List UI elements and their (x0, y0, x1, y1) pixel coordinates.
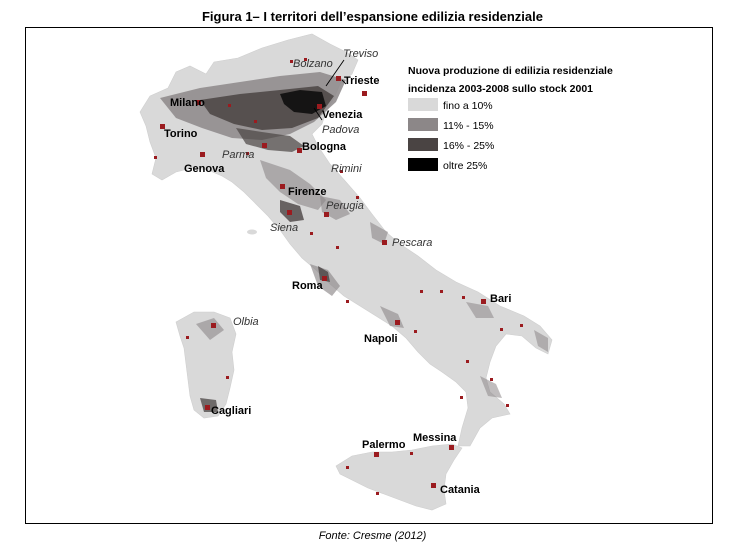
city-label-napoli: Napoli (364, 333, 398, 345)
label-leader-lines (313, 59, 347, 121)
city-label-messina: Messina (413, 432, 457, 444)
city-label-palermo: Palermo (362, 439, 406, 451)
city-label-padova: Padova (322, 124, 359, 136)
city-label-treviso: Treviso (343, 48, 378, 60)
city-label-milano: Milano (170, 97, 205, 109)
legend: Nuova produzione di edilizia residenzial… (408, 65, 613, 172)
legend-label-3: 16% - 25% (443, 140, 494, 152)
city-label-cagliari: Cagliari (211, 405, 251, 417)
city-label-genova: Genova (184, 163, 225, 175)
city-markers (154, 58, 523, 495)
city-label-roma: Roma (292, 280, 323, 292)
sardinia (175, 311, 237, 419)
legend-label-1: fino a 10% (443, 100, 493, 112)
city-label-siena: Siena (270, 222, 298, 234)
legend-swatch-1 (408, 98, 438, 111)
city-label-perugia: Perugia (326, 200, 364, 212)
elba (247, 229, 257, 235)
city-label-bologna: Bologna (302, 141, 347, 153)
legend-title-line2: incidenza 2003-2008 sullo stock 2001 (408, 83, 593, 95)
legend-label-4: oltre 25% (443, 160, 487, 172)
legend-swatch-4 (408, 158, 438, 171)
city-label-parma: Parma (222, 149, 254, 161)
legend-swatch-2 (408, 118, 438, 131)
city-label-trieste: Trieste (344, 75, 379, 87)
figure-source: Fonte: Cresme (2012) (318, 530, 427, 542)
city-label-rimini: Rimini (331, 163, 362, 175)
city-label-pescara: Pescara (392, 237, 432, 249)
city-label-olbia: Olbia (233, 316, 259, 328)
city-label-bolzano: Bolzano (293, 58, 333, 70)
legend-swatch-3 (408, 138, 438, 151)
city-label-torino: Torino (164, 128, 198, 140)
figure-title: Figura 1– I territori dell’espansione ed… (201, 9, 543, 24)
legend-label-2: 11% - 15% (443, 120, 494, 132)
city-label-venezia: Venezia (322, 109, 363, 121)
city-label-bari: Bari (490, 293, 511, 305)
city-label-firenze: Firenze (288, 186, 327, 198)
city-label-catania: Catania (440, 484, 481, 496)
legend-title-line1: Nuova produzione di edilizia residenzial… (408, 65, 613, 77)
shaded-regions (160, 72, 548, 412)
sicily (335, 443, 463, 511)
